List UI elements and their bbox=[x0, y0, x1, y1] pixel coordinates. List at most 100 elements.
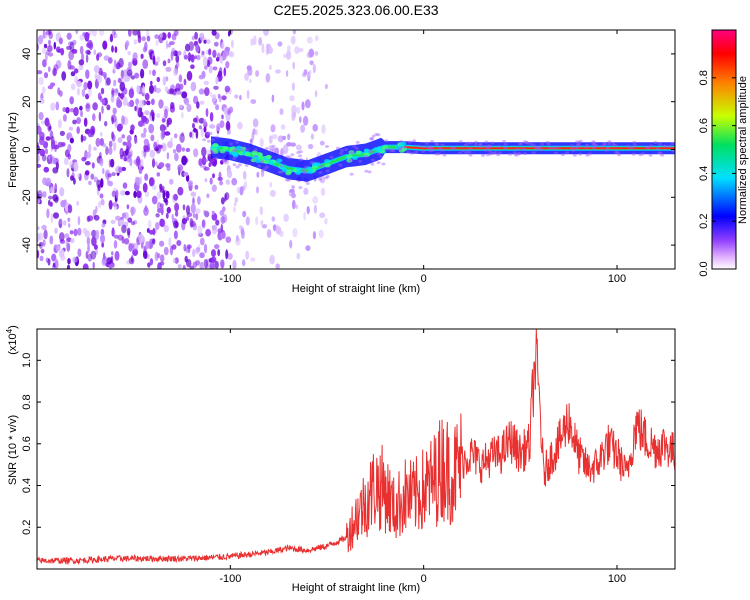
noise-blob bbox=[155, 40, 159, 46]
noise-blob bbox=[201, 70, 206, 79]
noise-blob bbox=[95, 137, 101, 147]
noise-blob bbox=[125, 148, 129, 156]
noise-blob bbox=[38, 112, 44, 121]
noise-blob bbox=[191, 35, 195, 41]
ridge-halo bbox=[478, 143, 483, 147]
noise-blob bbox=[37, 232, 40, 242]
noise-blob bbox=[202, 56, 208, 67]
noise-blob bbox=[98, 111, 102, 122]
noise-blob bbox=[166, 165, 171, 172]
noise-blob bbox=[75, 30, 79, 35]
noise-blob bbox=[279, 230, 284, 238]
noise-blob bbox=[140, 68, 145, 79]
ridge-halo bbox=[318, 171, 323, 175]
noise-blob bbox=[130, 75, 135, 80]
noise-blob bbox=[221, 41, 224, 50]
snr-series bbox=[37, 329, 675, 566]
noise-blob bbox=[98, 200, 102, 209]
noise-blob bbox=[229, 51, 233, 57]
noise-blob bbox=[64, 206, 69, 216]
snr-x-label: Height of straight line (km) bbox=[292, 582, 420, 594]
ridge-halo bbox=[528, 142, 533, 146]
noise-blob bbox=[107, 57, 113, 64]
noise-blob bbox=[275, 263, 280, 269]
noise-blob bbox=[156, 113, 161, 119]
noise-blob bbox=[130, 206, 135, 217]
ridge-halo bbox=[226, 129, 231, 133]
noise-blob bbox=[232, 259, 237, 269]
ridge-halo bbox=[264, 165, 269, 169]
ridge-halo bbox=[478, 145, 483, 149]
ridge-blob bbox=[265, 154, 272, 159]
ridge-halo bbox=[325, 145, 329, 148]
ridge-blob bbox=[295, 167, 302, 172]
noise-blob bbox=[313, 204, 317, 214]
ridge-halo bbox=[487, 145, 492, 149]
noise-blob bbox=[173, 133, 178, 139]
ridge-blob bbox=[211, 147, 218, 152]
ridge-halo bbox=[430, 140, 434, 143]
ridge-halo bbox=[553, 151, 558, 155]
noise-blob bbox=[279, 108, 284, 116]
noise-blob bbox=[221, 214, 228, 223]
noise-blob bbox=[234, 94, 239, 99]
noise-blob bbox=[252, 118, 259, 128]
ridge-halo bbox=[426, 145, 431, 149]
ridge-halo bbox=[442, 153, 447, 157]
noise-blob bbox=[81, 88, 86, 98]
noise-blob bbox=[269, 182, 272, 188]
noise-blob bbox=[320, 187, 326, 196]
noise-blob bbox=[101, 257, 107, 267]
noise-blob bbox=[73, 161, 79, 172]
noise-blob bbox=[217, 249, 221, 257]
spectrogram-x-label: Height of straight line (km) bbox=[292, 283, 420, 295]
noise-blob bbox=[146, 35, 151, 42]
noise-blob bbox=[100, 178, 104, 188]
ridge-halo bbox=[302, 170, 307, 174]
noise-blob bbox=[82, 135, 87, 142]
noise-blob bbox=[53, 212, 59, 219]
noise-blob bbox=[84, 170, 90, 176]
noise-blob bbox=[86, 215, 91, 223]
noise-blob bbox=[144, 93, 150, 101]
ridge-halo bbox=[352, 144, 357, 148]
noise-blob bbox=[143, 127, 147, 134]
noise-blob bbox=[102, 168, 105, 175]
noise-blob bbox=[134, 72, 140, 79]
noise-blob bbox=[108, 180, 113, 187]
noise-blob bbox=[165, 212, 169, 219]
noise-blob bbox=[135, 176, 141, 186]
noise-blob bbox=[245, 216, 250, 226]
ridge-halo bbox=[485, 153, 490, 157]
noise-blob bbox=[105, 146, 109, 156]
noise-blob bbox=[76, 80, 82, 88]
noise-blob bbox=[203, 166, 210, 171]
noise-blob bbox=[197, 225, 203, 236]
noise-blob bbox=[209, 112, 214, 122]
snr-y-ticks: 0.2 0.4 0.6 0.8 1.0 bbox=[21, 353, 675, 535]
noise-blob bbox=[67, 204, 73, 214]
ridge-halo bbox=[264, 147, 269, 151]
ridge-halo bbox=[232, 157, 237, 160]
ridge-halo bbox=[291, 185, 295, 189]
noise-blob bbox=[37, 189, 43, 195]
noise-blob bbox=[178, 74, 183, 83]
ridge-halo bbox=[613, 143, 618, 147]
ridge-halo bbox=[287, 156, 292, 160]
noise-blob bbox=[138, 233, 144, 244]
ridge-halo bbox=[414, 150, 419, 154]
noise-blob bbox=[87, 88, 93, 97]
noise-blob bbox=[102, 71, 107, 78]
noise-blob bbox=[138, 120, 144, 127]
noise-blob bbox=[205, 228, 212, 237]
noise-blob bbox=[92, 113, 96, 122]
noise-blob bbox=[214, 41, 219, 47]
ridge-halo bbox=[491, 151, 496, 155]
noise-blob bbox=[190, 191, 197, 197]
noise-blob bbox=[220, 231, 227, 240]
noise-blob bbox=[305, 245, 311, 252]
ridge-halo bbox=[319, 164, 324, 168]
ridge-halo bbox=[503, 146, 508, 150]
noise-blob bbox=[224, 85, 231, 93]
noise-blob bbox=[177, 264, 182, 269]
